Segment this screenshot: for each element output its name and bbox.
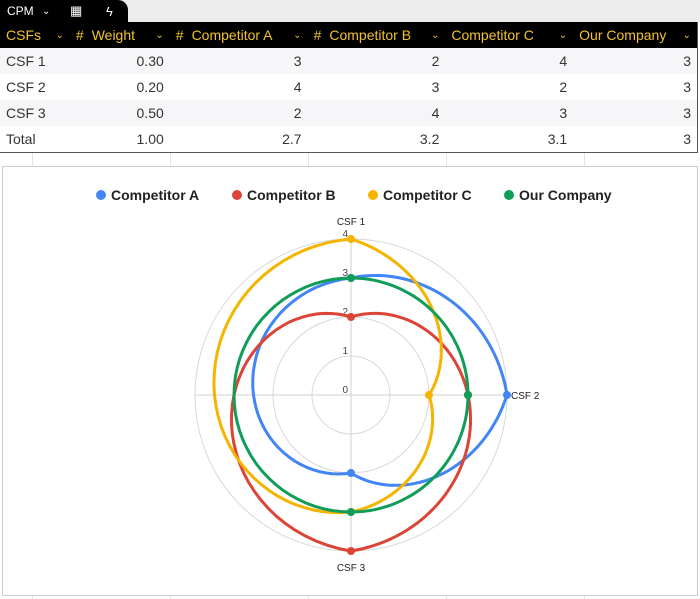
column-label: Competitor A (191, 27, 273, 43)
chevron-down-icon[interactable]: ⌄ (42, 5, 51, 17)
tab-label: CPM (7, 4, 34, 18)
table-row: Total 1.00 2.7 3.2 3.1 3 (0, 126, 697, 152)
data-point (425, 391, 433, 399)
legend-label: Our Company (519, 187, 612, 203)
table-cell[interactable]: 3.1 (547, 131, 568, 147)
table-cell[interactable]: 4 (293, 79, 302, 95)
table-cell[interactable]: 3 (293, 53, 302, 69)
column-label: CSFs (6, 27, 41, 43)
table-row: CSF 3 0.50 2 4 3 3 (0, 100, 697, 126)
data-point (347, 313, 355, 321)
table-cell[interactable]: 2 (559, 79, 568, 95)
legend-marker (96, 190, 106, 200)
table-cell[interactable]: 2 (293, 105, 302, 121)
category-label: CSF 2 (511, 391, 540, 402)
legend-marker (232, 190, 242, 200)
series-line (232, 276, 470, 514)
chevron-down-icon[interactable]: ⌄ (293, 29, 302, 41)
table-row: CSF 1 0.30 3 2 4 3 (0, 48, 697, 74)
column-label: Competitor B (329, 27, 412, 43)
r-tick-label: 3 (342, 268, 348, 279)
radar-chart: 0 1 2 3 4 CSF 1 CSF 2 CSF 3 Competitor A Competit… (2, 166, 698, 596)
table-cell[interactable]: Total (6, 131, 36, 147)
calculator-icon[interactable]: ▦ (70, 3, 83, 18)
data-point (464, 391, 472, 399)
column-header[interactable]: Competitor C ⌄ (445, 22, 573, 48)
table-cell[interactable]: 3.2 (419, 131, 440, 147)
series-line (251, 274, 509, 487)
legend-label: Competitor B (247, 187, 336, 203)
table-header: CSFs ⌄ # Weight ⌄ # Competitor A ⌄ # Competitor B… (0, 22, 697, 48)
legend-marker (368, 190, 378, 200)
table-cell[interactable]: 3 (683, 131, 691, 147)
table-cell[interactable]: 4 (431, 105, 440, 121)
number-type-icon: # (175, 27, 184, 43)
chevron-down-icon[interactable]: ⌄ (55, 29, 64, 41)
table-cell[interactable]: CSF 2 (6, 79, 46, 95)
table-cell[interactable]: 2 (431, 53, 440, 69)
legend-marker (504, 190, 514, 200)
table-cell[interactable]: 3 (431, 79, 440, 95)
lightning-icon[interactable]: ϟ (106, 3, 113, 19)
table-cell[interactable]: CSF 3 (6, 105, 46, 121)
data-point (347, 274, 355, 282)
column-label: Weight (91, 27, 136, 43)
category-label: CSF 3 (337, 563, 366, 574)
column-header[interactable]: Our Company ⌄ (573, 22, 697, 48)
column-header[interactable]: CSFs ⌄ (0, 22, 70, 48)
column-header[interactable]: # Competitor B ⌄ (308, 22, 446, 48)
data-point (347, 235, 355, 243)
column-header[interactable]: # Weight ⌄ (70, 22, 170, 48)
table-cell[interactable]: 3 (559, 105, 568, 121)
table-cell[interactable]: 0.30 (136, 53, 164, 69)
cpm-table: CSFs ⌄ # Weight ⌄ # Competitor A ⌄ # Competitor B… (0, 22, 698, 153)
table-cell[interactable]: CSF 1 (6, 53, 46, 69)
r-tick-label: 1 (342, 346, 348, 357)
chevron-down-icon[interactable]: ⌄ (155, 29, 164, 41)
r-tick-label: 2 (342, 307, 348, 318)
r-tick-label: 0 (342, 385, 348, 396)
table-cell[interactable]: 0.50 (136, 105, 164, 121)
table-cell[interactable]: 3 (683, 53, 691, 69)
chevron-down-icon[interactable]: ⌄ (682, 29, 691, 41)
r-tick-label: 4 (342, 229, 348, 240)
table-row: CSF 2 0.20 4 3 2 3 (0, 74, 697, 100)
table-cell[interactable]: 0.20 (136, 79, 164, 95)
data-point (347, 469, 355, 477)
table-cell[interactable]: 3 (683, 105, 691, 121)
column-header[interactable]: # Competitor A ⌄ (170, 22, 308, 48)
legend-label: Competitor C (383, 187, 472, 203)
table-cell[interactable]: 4 (559, 53, 568, 69)
legend-label: Competitor A (111, 187, 199, 203)
data-point (347, 508, 355, 516)
column-label: Our Company (579, 27, 667, 43)
column-label: Competitor C (451, 27, 534, 43)
number-type-icon: # (313, 27, 322, 43)
chevron-down-icon[interactable]: ⌄ (430, 29, 440, 41)
tab-cpm[interactable]: CPM ⌄ ▦ ϟ (0, 0, 128, 22)
table-cell[interactable]: 1.00 (136, 131, 164, 147)
table-cell[interactable]: 2.7 (282, 131, 302, 147)
data-point (503, 391, 511, 399)
data-point (347, 547, 355, 555)
table-cell[interactable]: 3 (683, 79, 691, 95)
category-label: CSF 1 (337, 217, 366, 228)
chevron-down-icon[interactable]: ⌄ (558, 29, 568, 41)
number-type-icon: # (75, 27, 84, 43)
tab-bar: CPM ⌄ ▦ ϟ (0, 0, 700, 22)
